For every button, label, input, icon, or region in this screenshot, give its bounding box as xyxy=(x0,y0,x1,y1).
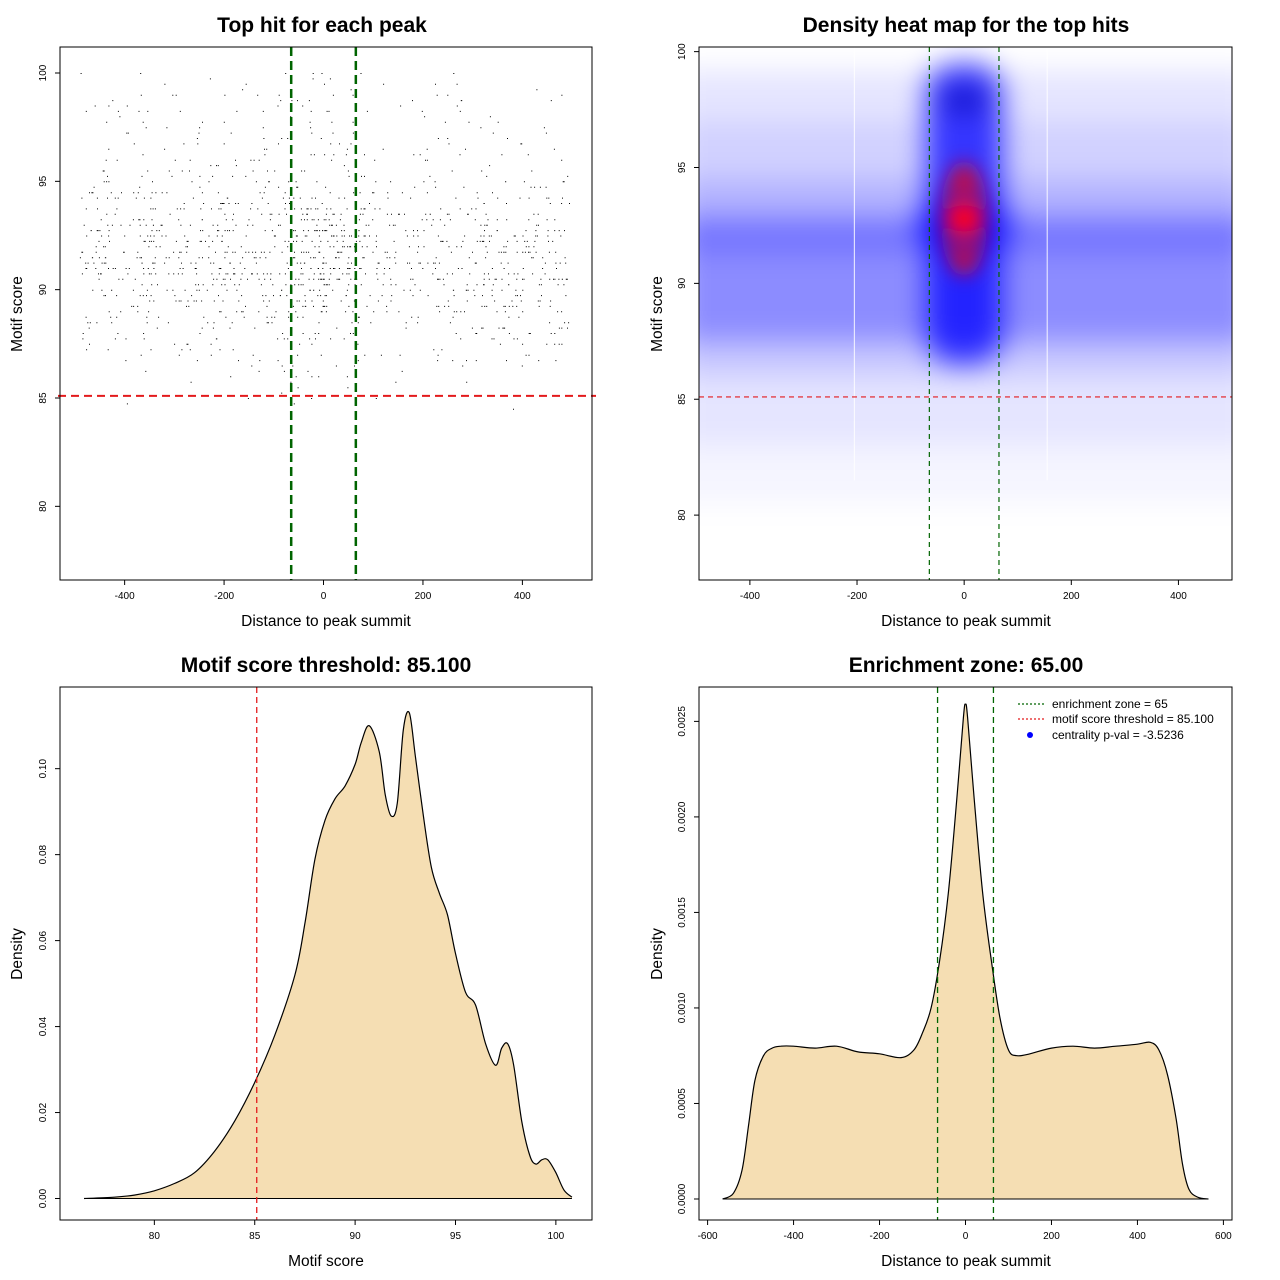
scatter-xtick-label: 200 xyxy=(415,591,432,602)
score-density-x-ticks: 80 85 90 95 100 xyxy=(149,1220,565,1242)
heatmap-peak-upper xyxy=(952,171,977,192)
distance-density-xtick-label: -400 xyxy=(784,1231,804,1242)
score-density-ytick-label: 0.04 xyxy=(38,1016,49,1036)
score-density-title: Motif score threshold: 85.100 xyxy=(181,654,472,677)
legend-pval-swatch xyxy=(1027,732,1033,738)
distance-density-xtick-label: 0 xyxy=(963,1231,969,1242)
distance-density-x-ticks: -600 -400 -200 0 200 400 600 xyxy=(698,1220,1232,1242)
scatter-plot-area xyxy=(58,47,596,580)
heatmap-ytick-label: 85 xyxy=(677,393,688,405)
scatter-title: Top hit for each peak xyxy=(217,14,427,37)
scatter-xtick-label: 0 xyxy=(321,591,327,602)
heatmap-plot-area xyxy=(699,47,1232,580)
heatmap-x-ticks: -400 -200 0 200 400 xyxy=(740,580,1187,602)
heatmap-ytick-label: 100 xyxy=(677,43,688,60)
heatmap-ylabel: Motif score xyxy=(649,276,666,352)
distance-density-xtick-label: -600 xyxy=(698,1231,718,1242)
score-density-xtick-label: 85 xyxy=(249,1231,261,1242)
scatter-ytick-label: 100 xyxy=(38,64,49,81)
heatmap-xtick-label: -200 xyxy=(847,591,867,602)
heatmap-y-ticks: 80 85 90 95 100 xyxy=(677,43,699,521)
heatmap-panel: Density heat map for the top hits -400 -2… xyxy=(649,14,1233,630)
distance-density-xtick-label: 200 xyxy=(1043,1231,1060,1242)
scatter-xtick-label: 400 xyxy=(514,591,531,602)
distance-density-ytick-label: 0.0005 xyxy=(677,1088,688,1119)
heatmap-xtick-label: 0 xyxy=(961,591,967,602)
score-density-area xyxy=(84,711,572,1199)
heatmap-ytick-label: 80 xyxy=(677,509,688,521)
score-density-xtick-label: 100 xyxy=(548,1231,565,1242)
heatmap-peak xyxy=(948,204,981,233)
scatter-ytick-label: 80 xyxy=(38,500,49,512)
distance-density-xtick-label: 600 xyxy=(1215,1231,1232,1242)
heatmap-xtick-label: -400 xyxy=(740,591,760,602)
scatter-x-ticks: -400 -200 0 200 400 xyxy=(115,580,531,602)
legend-threshold-label: motif score threshold = 85.100 xyxy=(1052,712,1214,726)
score-density-ytick-label: 0.10 xyxy=(38,759,49,779)
heatmap-xtick-label: 400 xyxy=(1170,591,1187,602)
legend: enrichment zone = 65 motif score thresho… xyxy=(1018,697,1214,742)
distance-density-y-ticks: 0.0000 0.0005 0.0010 0.0015 0.0020 0.0025 xyxy=(677,706,699,1214)
scatter-ytick-label: 95 xyxy=(38,175,49,187)
distance-density-ytick-label: 0.0025 xyxy=(677,706,688,737)
distance-density-title: Enrichment zone: 65.00 xyxy=(849,654,1084,677)
score-density-xtick-label: 80 xyxy=(149,1231,161,1242)
heatmap-band xyxy=(699,445,1232,504)
heatmap-frame xyxy=(698,46,1233,581)
score-density-plot-area xyxy=(84,687,573,1220)
scatter-frame xyxy=(59,46,593,581)
score-density-curve xyxy=(84,710,573,1200)
heatmap-xlabel: Distance to peak summit xyxy=(881,613,1051,630)
distance-density-ytick-label: 0.0010 xyxy=(677,992,688,1023)
legend-zone-label: enrichment zone = 65 xyxy=(1052,697,1168,711)
heatmap-ytick-label: 90 xyxy=(677,277,688,289)
distance-density-xtick-label: -200 xyxy=(870,1231,890,1242)
score-density-frame xyxy=(59,686,593,1221)
score-density-ylabel: Density xyxy=(9,928,26,980)
score-density-xlabel: Motif score xyxy=(288,1253,364,1270)
score-density-ytick-label: 0.02 xyxy=(38,1102,49,1122)
scatter-panel: Top hit for each peak -400 -200 0 200 400 80… xyxy=(9,14,596,630)
score-density-xtick-label: 95 xyxy=(450,1231,462,1242)
distance-density-ylabel: Density xyxy=(649,928,666,980)
distance-density-panel: Enrichment zone: 65.00 -600 -400 -200 0 200 4… xyxy=(649,654,1233,1270)
score-density-ytick-label: 0.06 xyxy=(38,930,49,950)
heatmap-band xyxy=(699,376,1232,446)
distance-density-area xyxy=(722,704,1209,1199)
heatmap-top-spot xyxy=(939,88,989,113)
distance-density-xlabel: Distance to peak summit xyxy=(881,1253,1051,1270)
scatter-xlabel: Distance to peak summit xyxy=(241,613,411,630)
heatmap-xtick-label: 200 xyxy=(1063,591,1080,602)
scatter-ylabel: Motif score xyxy=(9,276,26,352)
distance-density-ytick-label: 0.0020 xyxy=(677,801,688,832)
score-density-ytick-label: 0.00 xyxy=(38,1188,49,1208)
scatter-xtick-label: -400 xyxy=(115,591,135,602)
heatmap-hotspots xyxy=(940,160,989,277)
score-density-y-ticks: 0.00 0.02 0.04 0.06 0.08 0.10 xyxy=(38,759,60,1208)
score-density-panel: Motif score threshold: 85.100 80 85 90 95 10… xyxy=(9,654,593,1270)
distance-density-ytick-label: 0.0000 xyxy=(677,1183,688,1214)
scatter-ytick-label: 85 xyxy=(38,392,49,404)
score-density-ytick-label: 0.08 xyxy=(38,844,49,864)
distance-density-curve xyxy=(722,703,1209,1200)
scatter-y-ticks: 80 85 90 95 100 xyxy=(38,64,60,512)
heatmap-title: Density heat map for the top hits xyxy=(803,14,1130,37)
scatter-ytick-label: 90 xyxy=(38,284,49,296)
distance-density-ytick-label: 0.0015 xyxy=(677,897,688,928)
legend-pval-label: centrality p-val = -3.5236 xyxy=(1052,728,1184,742)
heatmap-ytick-label: 95 xyxy=(677,162,688,174)
heatmap-density xyxy=(699,63,1232,504)
score-density-xtick-label: 90 xyxy=(350,1231,362,1242)
distance-density-plot-area xyxy=(722,687,1209,1220)
scatter-xtick-label: -200 xyxy=(214,591,234,602)
heatmap-peak-lower xyxy=(952,252,977,273)
distance-density-xtick-label: 400 xyxy=(1129,1231,1146,1242)
